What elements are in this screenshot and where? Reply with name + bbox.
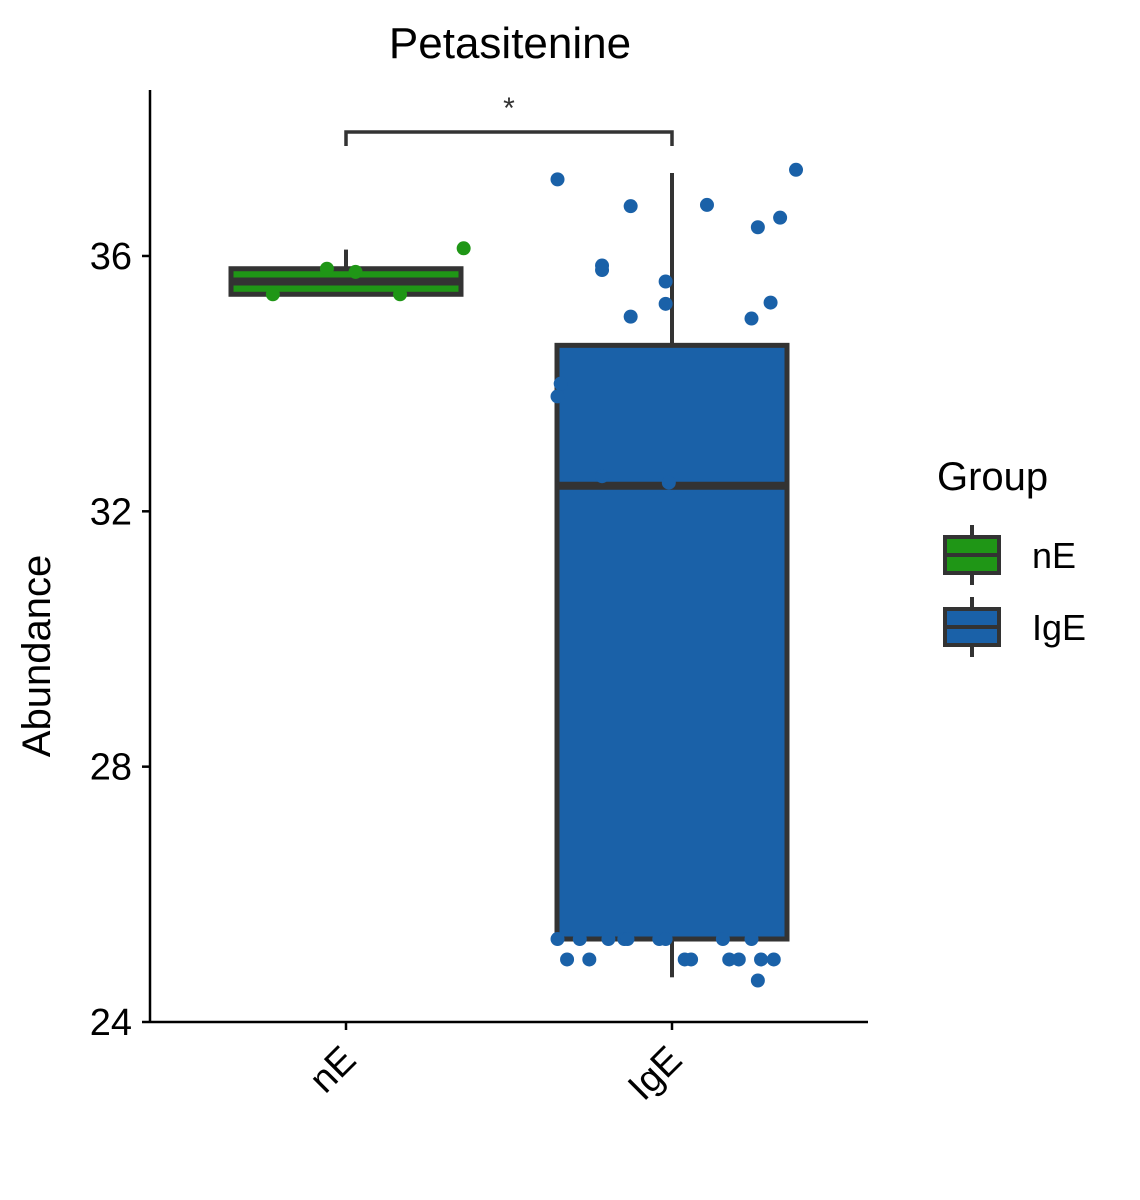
data-point-ige bbox=[658, 274, 673, 289]
data-point-ige bbox=[773, 210, 788, 225]
data-point-ige bbox=[550, 932, 565, 947]
y-tick-label: 24 bbox=[90, 1002, 132, 1044]
data-point-ne bbox=[393, 287, 408, 302]
legend-title: Group bbox=[937, 455, 1048, 499]
data-point-ne bbox=[319, 261, 334, 276]
y-axis-label: Abundance bbox=[15, 555, 59, 757]
significance-label: * bbox=[503, 92, 515, 125]
data-point-ige bbox=[658, 296, 673, 311]
data-point-ige bbox=[623, 199, 638, 214]
significance-bracket bbox=[344, 130, 674, 146]
data-point-ige bbox=[754, 952, 769, 967]
x-tick-label: nE bbox=[302, 1039, 365, 1102]
data-point-ne bbox=[348, 264, 363, 279]
y-tick-label: 32 bbox=[90, 491, 132, 533]
data-point-ige bbox=[620, 932, 635, 947]
data-point-ige bbox=[789, 162, 804, 177]
data-point-ige bbox=[766, 952, 781, 967]
data-point-ige bbox=[731, 952, 746, 967]
data-point-ige bbox=[601, 932, 616, 947]
box-ige bbox=[554, 342, 790, 942]
data-point-ige bbox=[595, 469, 610, 484]
data-point-ige bbox=[595, 263, 610, 278]
data-point-ne bbox=[456, 241, 471, 256]
data-point-ige bbox=[560, 952, 575, 967]
data-point-ige bbox=[661, 475, 676, 490]
data-point-ige bbox=[623, 309, 638, 324]
chart-title: Petasitenine bbox=[389, 19, 631, 68]
data-point-ige bbox=[684, 952, 699, 967]
legend-label-ige: IgE bbox=[1032, 607, 1086, 648]
data-point-ige bbox=[744, 311, 759, 326]
data-point-ige bbox=[550, 389, 565, 404]
data-point-ige bbox=[699, 197, 714, 212]
y-tick-label: 28 bbox=[90, 747, 132, 789]
data-point-ige bbox=[715, 932, 730, 947]
data-point-ige bbox=[553, 376, 568, 391]
data-point-ige bbox=[744, 932, 759, 947]
data-point-ne bbox=[265, 287, 280, 302]
data-point-ige bbox=[582, 952, 597, 967]
data-point-ige bbox=[550, 172, 565, 187]
y-tick-label: 36 bbox=[90, 236, 132, 278]
data-point-ige bbox=[572, 932, 587, 947]
data-point-ige bbox=[763, 295, 778, 310]
x-tick-label: IgE bbox=[620, 1039, 690, 1109]
data-point-ige bbox=[658, 932, 673, 947]
data-point-ige bbox=[750, 220, 765, 235]
legend-label-ne: nE bbox=[1032, 535, 1076, 576]
data-point-ige bbox=[750, 973, 765, 988]
